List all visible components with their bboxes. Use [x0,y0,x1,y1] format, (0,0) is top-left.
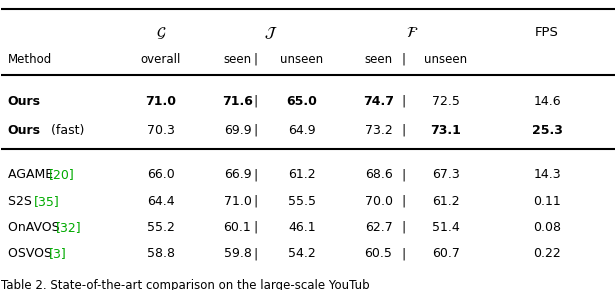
Text: 46.1: 46.1 [288,221,315,234]
Text: |: | [401,95,405,108]
Text: 71.0: 71.0 [224,195,251,208]
Text: 73.1: 73.1 [431,124,461,137]
Text: 70.3: 70.3 [147,124,175,137]
Text: 66.0: 66.0 [147,168,175,181]
Text: |: | [401,168,405,181]
Text: 60.7: 60.7 [432,247,460,260]
Text: Ours: Ours [7,95,41,108]
Text: 55.5: 55.5 [288,195,316,208]
Text: [3]: [3] [49,247,67,260]
Text: |: | [254,195,258,208]
Text: 60.5: 60.5 [365,247,392,260]
Text: 25.3: 25.3 [532,124,562,137]
Text: 64.4: 64.4 [147,195,175,208]
Text: [32]: [32] [56,221,81,234]
Text: $\mathcal{J}$: $\mathcal{J}$ [264,25,278,41]
Text: overall: overall [140,53,181,66]
Text: $\mathcal{G}$: $\mathcal{G}$ [156,25,166,41]
Text: 58.8: 58.8 [147,247,175,260]
Text: unseen: unseen [280,53,323,66]
Text: |: | [401,195,405,208]
Text: 62.7: 62.7 [365,221,392,234]
Text: 69.9: 69.9 [224,124,251,137]
Text: (fast): (fast) [47,124,85,137]
Text: 61.2: 61.2 [288,168,315,181]
Text: 59.8: 59.8 [224,247,251,260]
Text: Method: Method [7,53,52,66]
Text: |: | [254,247,258,260]
Text: 65.0: 65.0 [286,95,317,108]
Text: 0.11: 0.11 [533,195,561,208]
Text: 54.2: 54.2 [288,247,316,260]
Text: OnAVOS: OnAVOS [7,221,63,234]
Text: 72.5: 72.5 [432,95,460,108]
Text: 68.6: 68.6 [365,168,392,181]
Text: 14.6: 14.6 [533,95,561,108]
Text: |: | [401,247,405,260]
Text: 14.3: 14.3 [533,168,561,181]
Text: |: | [254,124,258,137]
Text: |: | [401,53,405,66]
Text: 51.4: 51.4 [432,221,460,234]
Text: 0.22: 0.22 [533,247,561,260]
Text: 61.2: 61.2 [432,195,460,208]
Text: |: | [401,124,405,137]
Text: Table 2. State-of-the-art comparison on the large-scale YouTub: Table 2. State-of-the-art comparison on … [1,279,370,290]
Text: 0.08: 0.08 [533,221,561,234]
Text: [35]: [35] [34,195,60,208]
Text: |: | [254,95,258,108]
Text: $\mathcal{F}$: $\mathcal{F}$ [406,26,418,40]
Text: 55.2: 55.2 [147,221,175,234]
Text: AGAME: AGAME [7,168,57,181]
Text: |: | [254,53,258,66]
Text: 73.2: 73.2 [365,124,392,137]
Text: seen: seen [365,53,392,66]
Text: S2S: S2S [7,195,35,208]
Text: |: | [254,221,258,234]
Text: 67.3: 67.3 [432,168,460,181]
Text: 64.9: 64.9 [288,124,315,137]
Text: [20]: [20] [49,168,75,181]
Text: |: | [254,168,258,181]
Text: seen: seen [224,53,251,66]
Text: 71.6: 71.6 [222,95,253,108]
Text: 74.7: 74.7 [363,95,394,108]
Text: 70.0: 70.0 [365,195,392,208]
Text: 60.1: 60.1 [224,221,251,234]
Text: OSVOS: OSVOS [7,247,55,260]
Text: 66.9: 66.9 [224,168,251,181]
Text: FPS: FPS [535,26,559,39]
Text: |: | [401,221,405,234]
Text: unseen: unseen [424,53,468,66]
Text: 71.0: 71.0 [145,95,176,108]
Text: Ours: Ours [7,124,41,137]
